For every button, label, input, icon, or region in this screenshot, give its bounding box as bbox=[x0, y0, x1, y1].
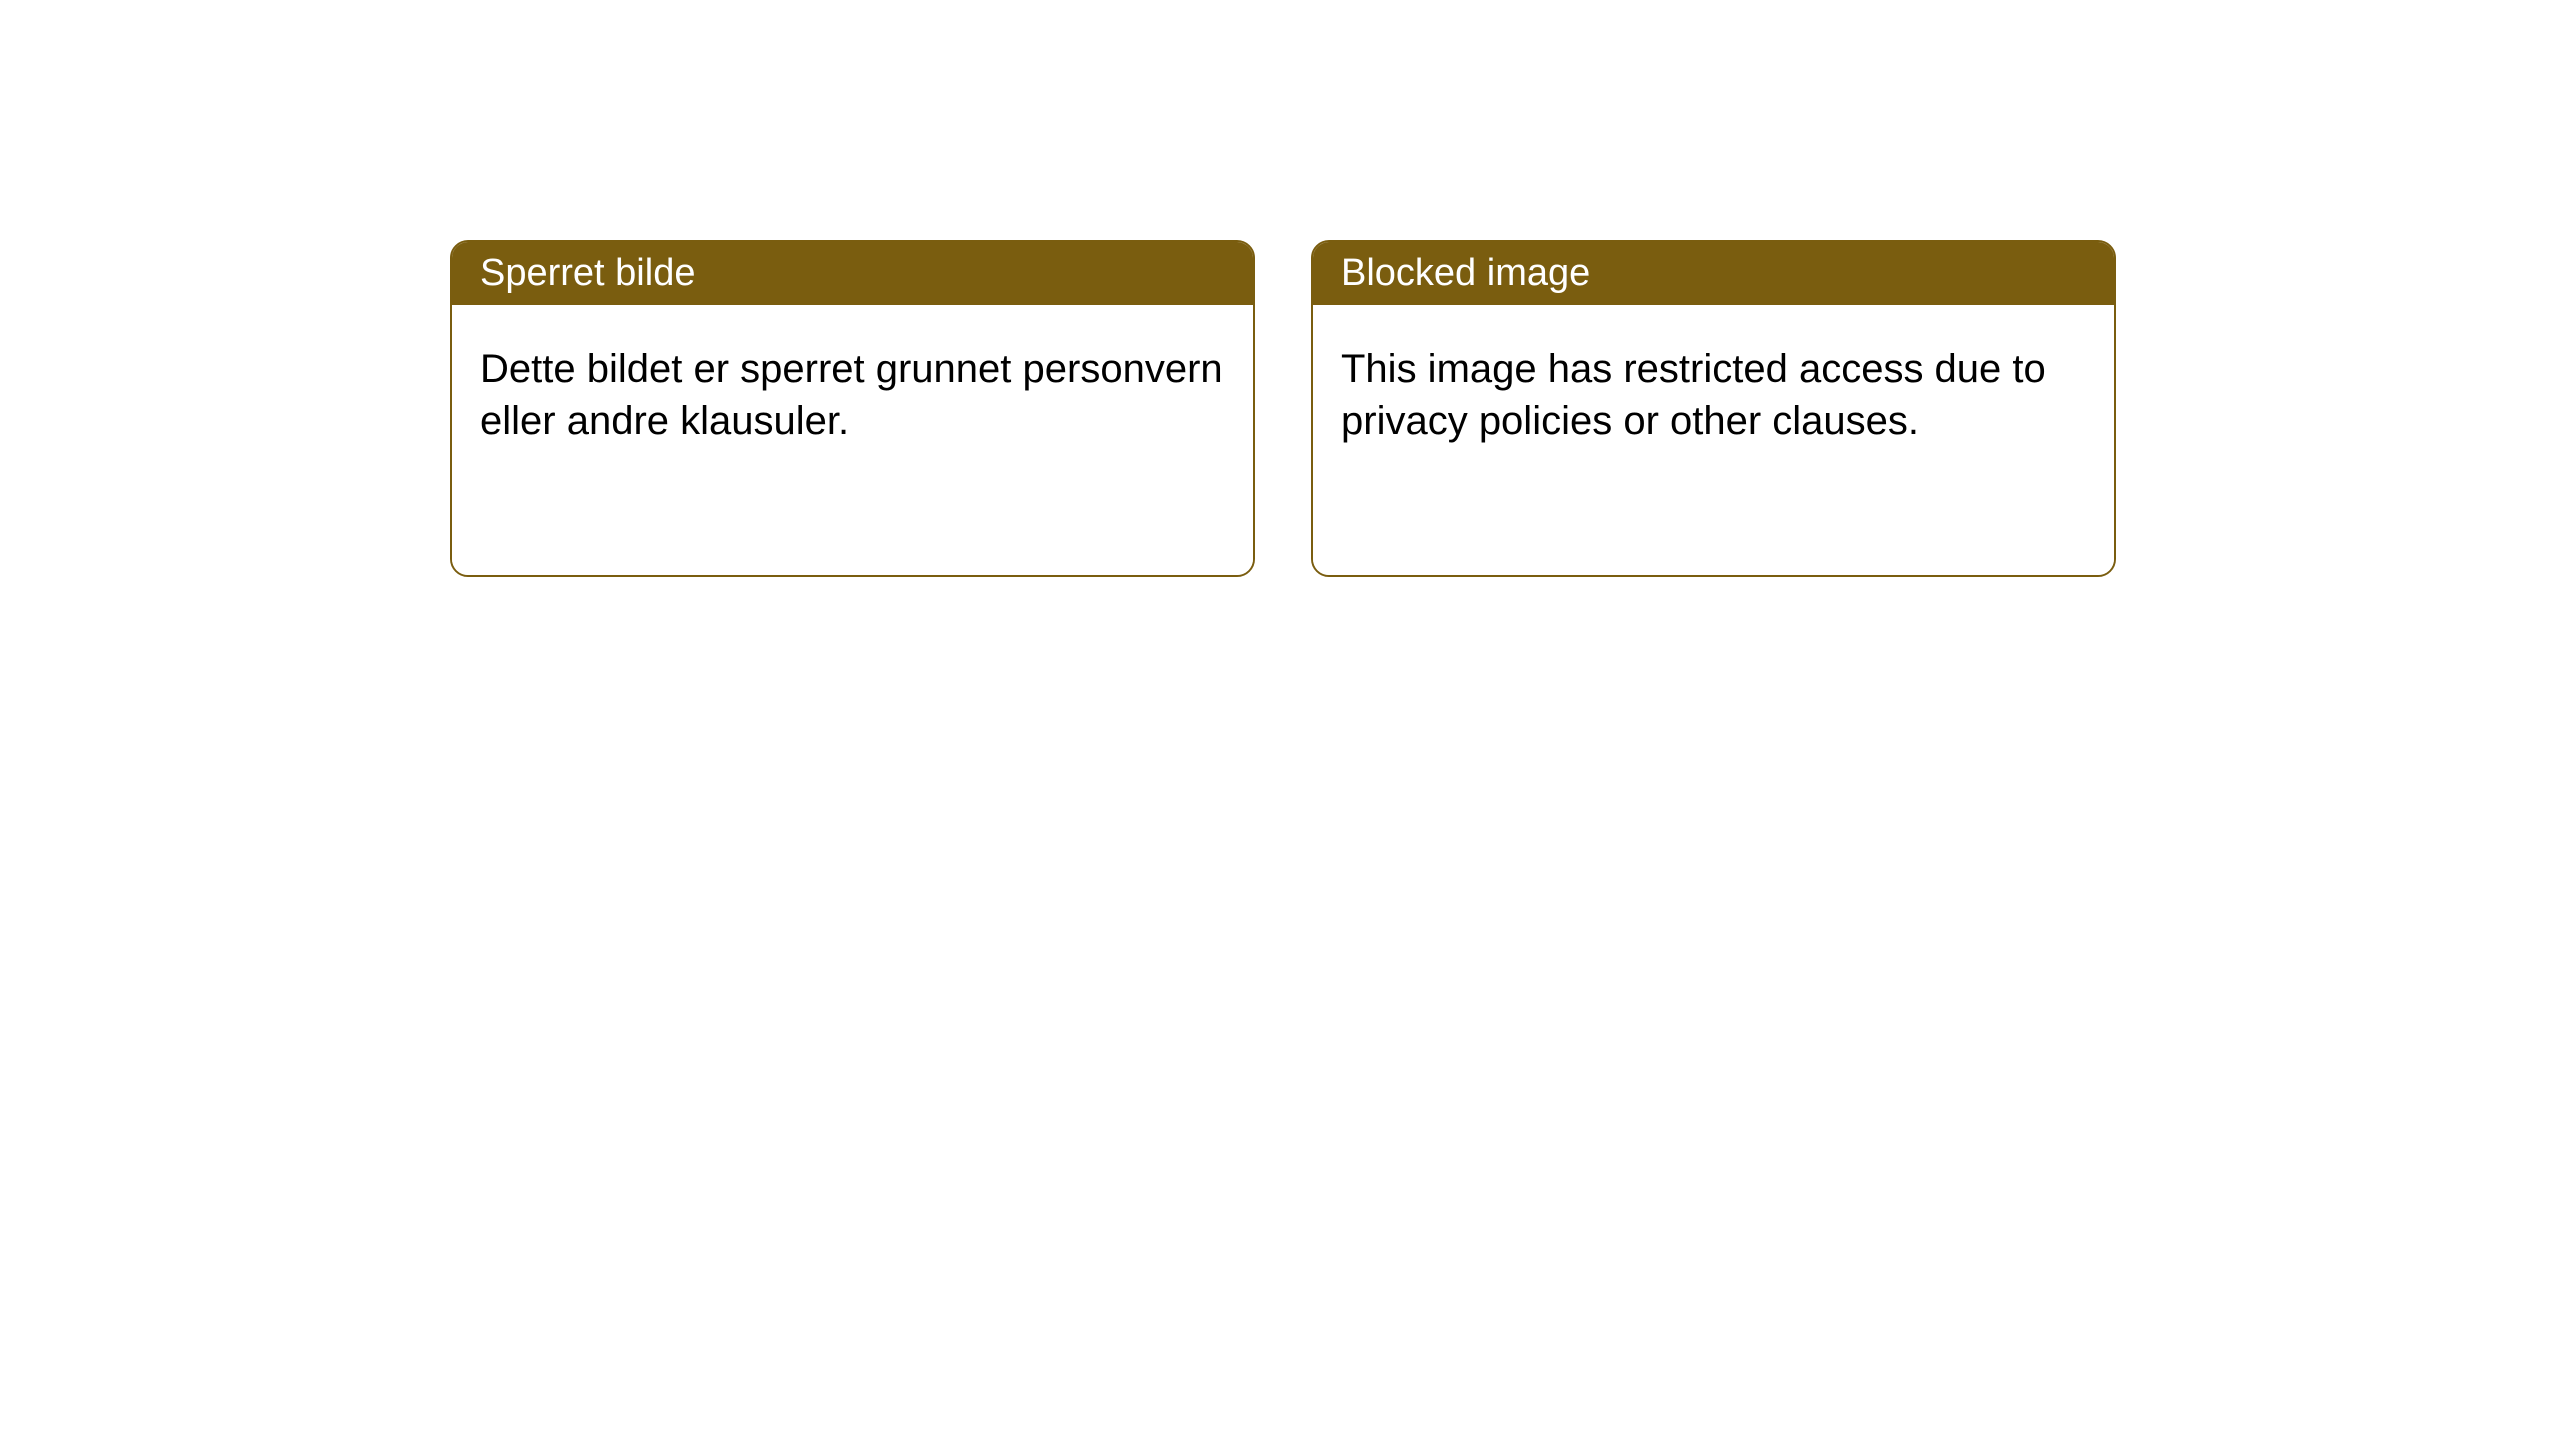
notice-header-english: Blocked image bbox=[1313, 242, 2114, 305]
notice-header-text: Blocked image bbox=[1341, 252, 1590, 294]
notice-body-text: Dette bildet er sperret grunnet personve… bbox=[480, 347, 1223, 443]
notice-header-norwegian: Sperret bilde bbox=[452, 242, 1253, 305]
notices-container: Sperret bilde Dette bildet er sperret gr… bbox=[450, 240, 2116, 577]
notice-card-norwegian: Sperret bilde Dette bildet er sperret gr… bbox=[450, 240, 1255, 577]
notice-body-norwegian: Dette bildet er sperret grunnet personve… bbox=[452, 305, 1253, 575]
notice-card-english: Blocked image This image has restricted … bbox=[1311, 240, 2116, 577]
notice-body-english: This image has restricted access due to … bbox=[1313, 305, 2114, 575]
notice-body-text: This image has restricted access due to … bbox=[1341, 347, 2046, 443]
notice-header-text: Sperret bilde bbox=[480, 252, 695, 294]
